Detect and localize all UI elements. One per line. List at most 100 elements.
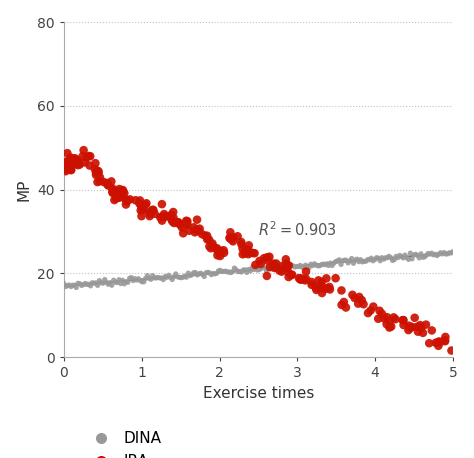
Point [143, 200, 150, 207]
Point [204, 269, 211, 276]
Point [239, 251, 246, 258]
Point [257, 265, 265, 272]
Point [338, 301, 346, 309]
Point [135, 275, 142, 283]
Point [209, 240, 216, 247]
Point [441, 337, 449, 344]
Point [259, 264, 267, 271]
Point [244, 247, 251, 254]
Point [220, 249, 228, 256]
Point [275, 265, 283, 273]
Point [349, 291, 356, 299]
Point [316, 262, 323, 269]
Point [65, 281, 73, 289]
Point [320, 285, 328, 293]
Point [251, 250, 258, 257]
Point [92, 171, 100, 179]
Point [205, 236, 213, 243]
Point [378, 310, 386, 317]
Point [193, 271, 201, 278]
Point [273, 260, 280, 267]
Point [229, 268, 237, 275]
Point [283, 260, 290, 267]
Point [334, 257, 341, 265]
Point [193, 216, 201, 224]
Point [266, 265, 274, 272]
Point [64, 159, 71, 166]
Point [80, 147, 87, 154]
Point [429, 251, 437, 258]
Point [271, 261, 278, 268]
Point [303, 263, 311, 271]
Point [296, 276, 304, 283]
Point [92, 279, 100, 287]
Point [330, 259, 337, 267]
Point [283, 264, 291, 272]
Point [239, 267, 247, 274]
Point [346, 257, 354, 264]
Point [336, 256, 343, 263]
Point [339, 257, 346, 265]
Point [168, 216, 175, 224]
Point [137, 277, 144, 284]
Point [270, 265, 277, 273]
Point [149, 206, 157, 213]
Point [321, 261, 329, 268]
Point [284, 268, 292, 275]
Point [201, 273, 208, 280]
Point [96, 174, 104, 181]
Point [337, 261, 345, 268]
Point [183, 220, 191, 227]
Point [297, 276, 305, 283]
Point [305, 264, 313, 272]
Point [71, 154, 79, 162]
Point [237, 240, 245, 248]
Point [185, 227, 193, 234]
Point [350, 260, 357, 267]
Point [136, 197, 144, 204]
Point [128, 274, 135, 281]
Y-axis label: MP: MP [17, 179, 32, 201]
Point [96, 277, 103, 284]
Point [442, 251, 450, 258]
Point [83, 154, 91, 161]
Point [293, 263, 301, 270]
Point [411, 314, 419, 322]
Point [160, 213, 167, 220]
Point [108, 178, 115, 185]
Point [353, 256, 361, 263]
Point [214, 251, 221, 259]
Point [436, 339, 443, 347]
Point [246, 249, 253, 256]
Point [81, 159, 89, 166]
Point [261, 264, 268, 272]
Point [91, 159, 99, 167]
Point [246, 267, 254, 274]
Point [343, 256, 350, 264]
Point [206, 269, 213, 277]
Point [264, 265, 272, 272]
Point [318, 282, 325, 289]
Point [218, 268, 226, 275]
Point [391, 256, 398, 263]
Point [103, 180, 111, 187]
Point [405, 327, 412, 334]
Point [110, 277, 118, 284]
Point [215, 267, 222, 274]
Point [242, 250, 249, 257]
Point [113, 279, 121, 286]
Point [312, 284, 319, 291]
Point [389, 257, 396, 264]
Point [137, 202, 145, 209]
Point [118, 277, 126, 284]
Point [109, 185, 116, 192]
Point [201, 232, 209, 239]
Point [104, 281, 112, 288]
Point [137, 207, 145, 214]
Point [312, 262, 320, 269]
Point [101, 276, 109, 283]
Point [112, 195, 120, 202]
Point [74, 158, 82, 165]
Point [314, 262, 322, 269]
Point [220, 268, 228, 275]
